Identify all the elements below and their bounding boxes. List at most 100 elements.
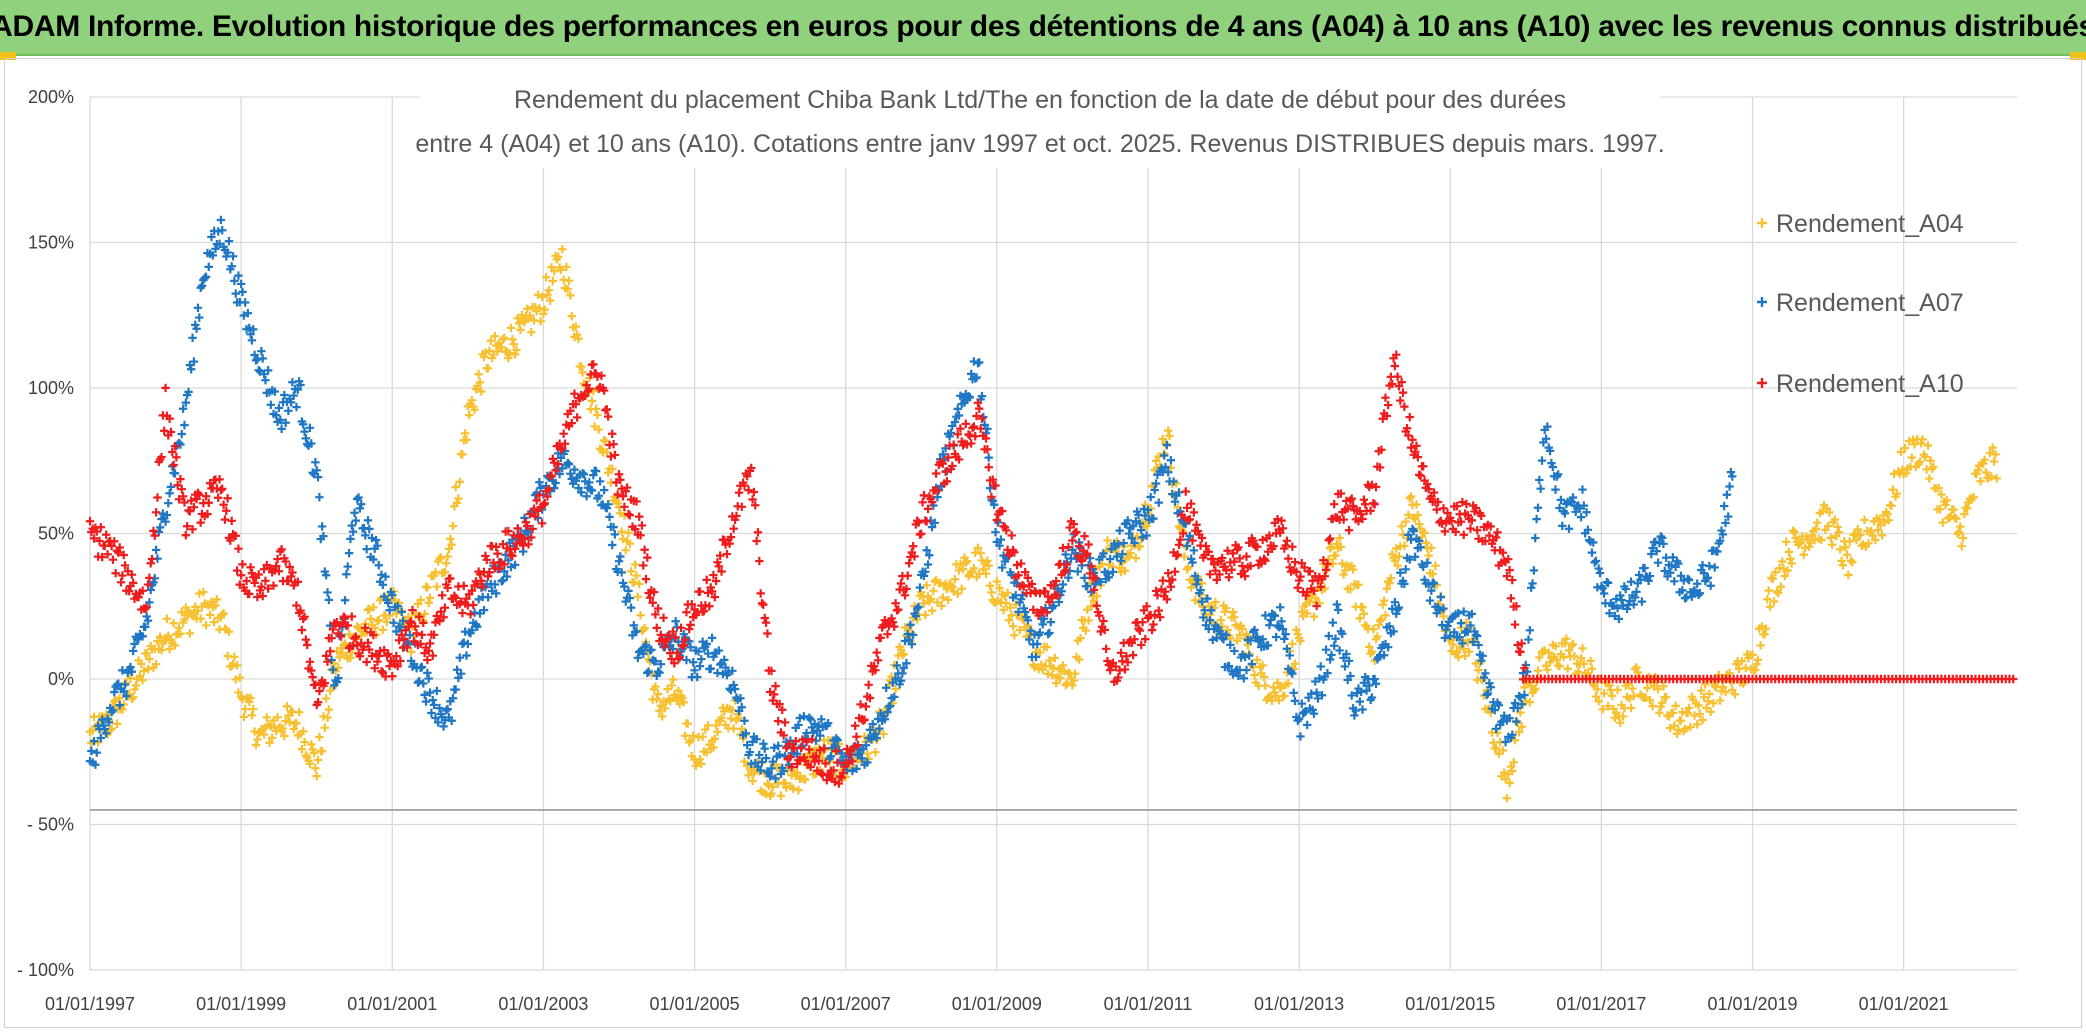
data-point <box>1535 475 1544 485</box>
data-point <box>678 693 687 703</box>
data-point <box>1158 434 1167 444</box>
data-point <box>1377 615 1386 624</box>
data-point <box>439 613 448 622</box>
data-point <box>532 496 541 505</box>
data-point <box>1420 528 1429 538</box>
data-point <box>1325 544 1335 553</box>
data-point <box>543 492 552 501</box>
data-point <box>695 587 705 596</box>
data-point <box>617 568 626 577</box>
data-point <box>269 581 278 590</box>
data-point <box>753 528 763 537</box>
data-point <box>1002 526 1011 535</box>
data-point <box>1025 635 1034 644</box>
data-point <box>717 713 726 722</box>
data-point <box>564 276 574 286</box>
data-point <box>1506 594 1516 603</box>
data-point <box>423 655 432 665</box>
data-point <box>220 515 230 524</box>
data-point <box>1868 531 1877 540</box>
data-point <box>1385 579 1394 588</box>
data-point <box>1201 541 1211 551</box>
data-point <box>1297 558 1306 568</box>
data-point <box>917 529 926 539</box>
data-point <box>984 453 993 462</box>
data-point <box>1655 708 1664 718</box>
data-point <box>711 576 721 586</box>
data-point <box>699 606 709 616</box>
data-point <box>1087 562 1096 571</box>
data-point <box>1841 543 1850 552</box>
data-point <box>1234 543 1243 552</box>
data-point <box>1616 718 1625 727</box>
data-point <box>1421 538 1431 547</box>
data-point <box>1427 543 1436 553</box>
data-point <box>1660 566 1669 576</box>
data-point <box>119 687 128 696</box>
data-point <box>1570 652 1579 661</box>
data-point <box>323 588 332 597</box>
data-point <box>1274 696 1284 705</box>
data-point <box>537 292 547 301</box>
data-point <box>1907 453 1916 462</box>
data-point <box>518 541 528 550</box>
data-point <box>1339 515 1348 524</box>
data-point <box>1366 506 1375 515</box>
data-point <box>852 764 861 774</box>
data-point <box>1147 625 1157 635</box>
data-point <box>1400 402 1409 411</box>
data-point <box>900 591 910 600</box>
data-point <box>929 586 938 595</box>
data-point <box>954 566 964 575</box>
data-point <box>1483 689 1493 698</box>
data-point <box>247 711 257 720</box>
data-point <box>595 477 605 486</box>
data-point <box>1648 701 1657 711</box>
data-point <box>521 526 531 535</box>
data-point <box>92 527 101 536</box>
data-point <box>1962 504 1972 513</box>
data-point <box>251 740 261 750</box>
data-point <box>1709 699 1718 708</box>
data-point <box>404 612 413 622</box>
data-point <box>1104 573 1114 582</box>
data-point <box>1402 424 1412 433</box>
data-point <box>1010 548 1019 557</box>
data-point <box>504 556 513 565</box>
data-point <box>1788 526 1798 535</box>
data-point <box>490 332 500 341</box>
data-point <box>1517 722 1526 732</box>
data-point <box>1405 555 1414 564</box>
data-point <box>1204 547 1213 557</box>
data-point <box>768 782 778 792</box>
data-point <box>120 680 130 689</box>
data-point <box>347 612 356 621</box>
data-point <box>1432 505 1441 514</box>
data-point <box>1904 436 1914 446</box>
data-point <box>1517 639 1526 648</box>
data-point <box>1622 604 1632 614</box>
data-point <box>1182 503 1192 512</box>
data-point <box>1393 372 1402 381</box>
data-point <box>1479 673 1489 682</box>
data-point <box>432 686 442 696</box>
x-tick-label: 01/01/2003 <box>498 994 588 1014</box>
data-point <box>1327 542 1336 551</box>
data-point <box>326 647 335 656</box>
data-point <box>1791 533 1800 542</box>
data-point <box>1969 493 1979 502</box>
data-point <box>1724 512 1733 521</box>
data-point <box>293 385 303 394</box>
data-point <box>556 265 566 275</box>
data-point <box>246 693 255 703</box>
data-point <box>1448 640 1458 649</box>
data-point <box>815 731 825 740</box>
data-point <box>976 424 985 433</box>
data-point <box>1258 661 1267 670</box>
data-point <box>995 583 1004 593</box>
data-point <box>1288 639 1297 649</box>
data-point <box>1883 510 1892 519</box>
data-point <box>315 686 324 696</box>
data-point <box>933 486 942 495</box>
data-point <box>1564 524 1574 533</box>
